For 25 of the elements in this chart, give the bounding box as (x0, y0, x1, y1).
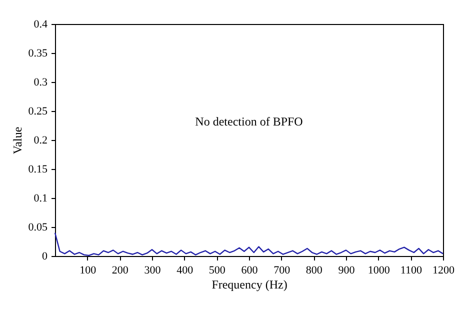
y-tick-label: 0.35 (28, 48, 48, 60)
x-tick-label: 1000 (368, 264, 390, 276)
x-tick-label: 100 (80, 264, 97, 276)
y-tick-label: 0.1 (34, 192, 48, 204)
x-tick-label: 1200 (432, 264, 455, 276)
line-series (54, 232, 444, 256)
x-tick-label: 800 (306, 264, 323, 276)
x-tick-label: 500 (208, 264, 226, 276)
y-tick-label: 0.4 (34, 18, 48, 30)
y-tick-label: 0.2 (34, 134, 48, 146)
x-tick-label: 600 (241, 264, 258, 276)
x-axis-title: Frequency (Hz) (212, 278, 288, 292)
x-tick-label: 700 (274, 264, 291, 276)
y-tick-label: 0.05 (28, 222, 48, 234)
x-tick-label: 1100 (400, 264, 422, 276)
y-tick-label: 0.15 (28, 164, 48, 176)
y-tick-label: 0.3 (34, 76, 48, 88)
y-tick-label: 0 (42, 250, 48, 262)
x-tick-label: 900 (338, 264, 356, 276)
annotation: No detection of BPFO (195, 114, 304, 128)
y-axis-title: Value (10, 126, 24, 154)
x-tick-label: 400 (176, 264, 194, 276)
y-tick-label: 0.25 (28, 106, 48, 118)
x-tick-label: 200 (112, 264, 129, 276)
x-tick-label: 300 (144, 264, 162, 276)
